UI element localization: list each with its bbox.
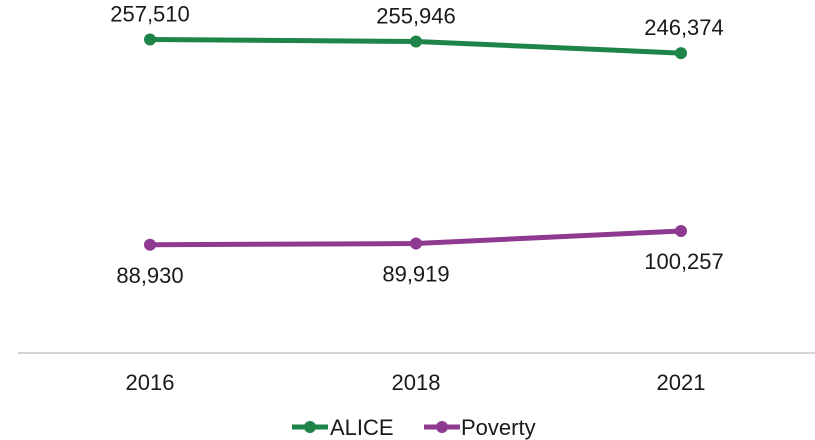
x-tick-label: 2021 — [657, 370, 706, 395]
x-tick-label: 2018 — [392, 370, 441, 395]
data-point-alice — [144, 33, 156, 46]
series-alice: 257,510 255,946 246,374 — [110, 2, 724, 60]
data-point-poverty — [144, 238, 156, 251]
data-point-poverty — [410, 237, 422, 250]
legend-label: ALICE — [330, 415, 394, 440]
legend-swatch-marker — [304, 421, 316, 433]
data-label-poverty: 88,930 — [116, 263, 183, 288]
x-axis: 2016 2018 2021 — [18, 352, 815, 395]
data-label-poverty: 89,919 — [382, 262, 449, 287]
legend: ALICE Poverty — [292, 415, 536, 440]
data-label-alice: 246,374 — [644, 15, 724, 40]
legend-swatch-marker — [436, 421, 448, 433]
data-label-alice: 257,510 — [110, 2, 190, 27]
legend-item-poverty: Poverty — [424, 415, 536, 440]
series-poverty: 88,930 89,919 100,257 — [116, 224, 724, 288]
data-point-alice — [675, 47, 687, 60]
data-point-poverty — [675, 224, 687, 237]
legend-item-alice: ALICE — [292, 415, 394, 440]
data-label-poverty: 100,257 — [644, 249, 724, 274]
data-point-alice — [410, 35, 422, 48]
series-layer: 257,510 255,946 246,374 88,930 89,919 100,257 — [110, 2, 724, 288]
data-label-alice: 255,946 — [376, 3, 456, 28]
legend-label: Poverty — [461, 415, 536, 440]
x-tick-label: 2016 — [126, 370, 175, 395]
